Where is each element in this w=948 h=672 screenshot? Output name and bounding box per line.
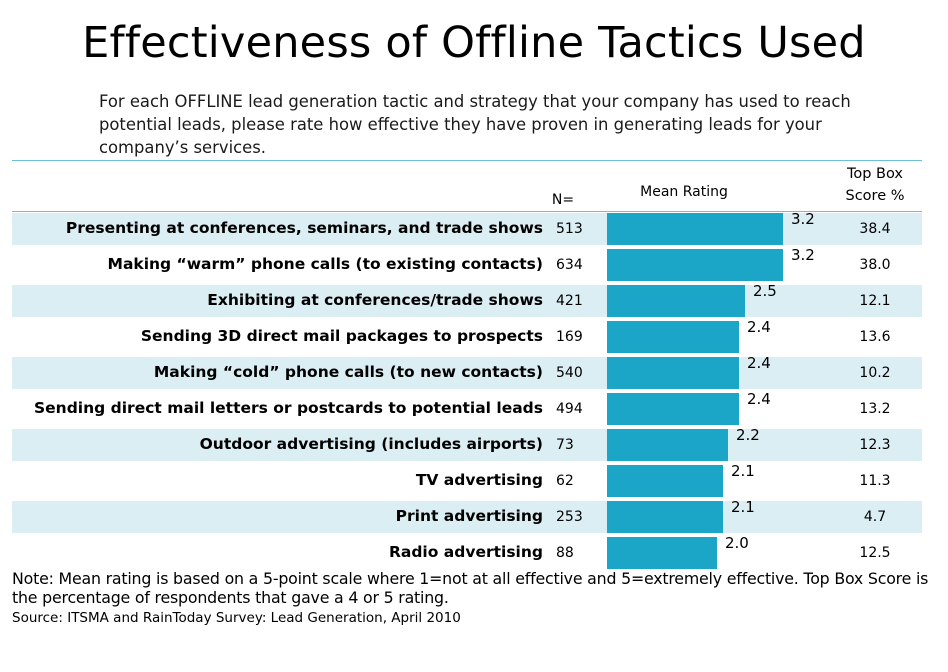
n-value: 62 [556,473,574,489]
n-column-header: N= [551,192,575,208]
top-box-value: 38.0 [859,257,891,273]
n-value: 73 [556,437,574,453]
n-value: 88 [556,545,574,561]
top-box-value: 12.1 [859,293,891,309]
n-value: 513 [556,221,583,237]
n-value: 540 [556,365,583,381]
n-value: 169 [556,329,583,345]
category-label: TV advertising [415,471,543,489]
row-stripe [12,429,922,461]
row-stripe [12,285,922,317]
n-value: 634 [556,257,583,273]
mean-rating-bar [607,465,723,497]
header-bottom-rule [12,211,922,212]
mean-rating-label: 2.4 [747,318,771,336]
mean-rating-bar [607,285,745,317]
mean-rating-label: 2.0 [725,534,749,552]
mean-rating-label: 2.5 [753,282,777,300]
top-box-value: 13.6 [859,329,891,345]
mean-rating-label: 3.2 [791,246,815,264]
top-box-header-line1: Top Box [846,166,904,182]
mean-rating-label: 2.4 [747,354,771,372]
top-box-value: 10.2 [859,365,891,381]
mean-rating-header: Mean Rating [640,184,728,200]
category-label: Presenting at conferences, seminars, and… [65,219,543,237]
category-label: Sending direct mail letters or postcards… [34,399,543,417]
header-top-rule [12,160,922,161]
mean-rating-label: 2.1 [731,462,755,480]
mean-rating-bar [607,501,723,533]
mean-rating-bar [607,249,783,281]
top-box-value: 38.4 [859,221,891,237]
category-label: Outdoor advertising (includes airports) [199,435,543,453]
mean-rating-bar [607,429,728,461]
mean-rating-label: 2.1 [731,498,755,516]
mean-rating-bar [607,357,739,389]
category-label: Sending 3D direct mail packages to prosp… [140,327,543,345]
top-box-value: 12.3 [859,437,891,453]
top-box-value: 4.7 [863,509,887,525]
mean-rating-bar [607,537,717,569]
row-stripe [12,357,922,389]
category-label: Radio advertising [388,543,543,561]
mean-rating-bar [607,321,739,353]
mean-rating-label: 2.4 [747,390,771,408]
chart-title: Effectiveness of Offline Tactics Used [82,18,866,68]
category-label: Making “warm” phone calls (to existing c… [107,255,543,273]
mean-rating-label: 2.2 [736,426,760,444]
mean-rating-bar [607,393,739,425]
category-label: Making “cold” phone calls (to new contac… [153,363,543,381]
mean-rating-bar [607,213,783,245]
n-value: 421 [556,293,583,309]
top-box-value: 11.3 [859,473,891,489]
category-label: Print advertising [395,507,543,525]
top-box-header-line2: Score % [845,188,905,204]
source-note: Source: ITSMA and RainToday Survey: Lead… [12,610,461,626]
top-box-value: 13.2 [859,401,891,417]
row-stripe [12,501,922,533]
top-box-value: 12.5 [859,545,891,561]
category-label: Exhibiting at conferences/trade shows [207,291,543,309]
mean-rating-label: 3.2 [791,210,815,228]
footnote: Note: Mean rating is based on a 5-point … [12,569,929,607]
n-value: 494 [556,401,583,417]
chart-subtitle: For each OFFLINE lead generation tactic … [99,92,851,157]
n-value: 253 [556,509,583,525]
